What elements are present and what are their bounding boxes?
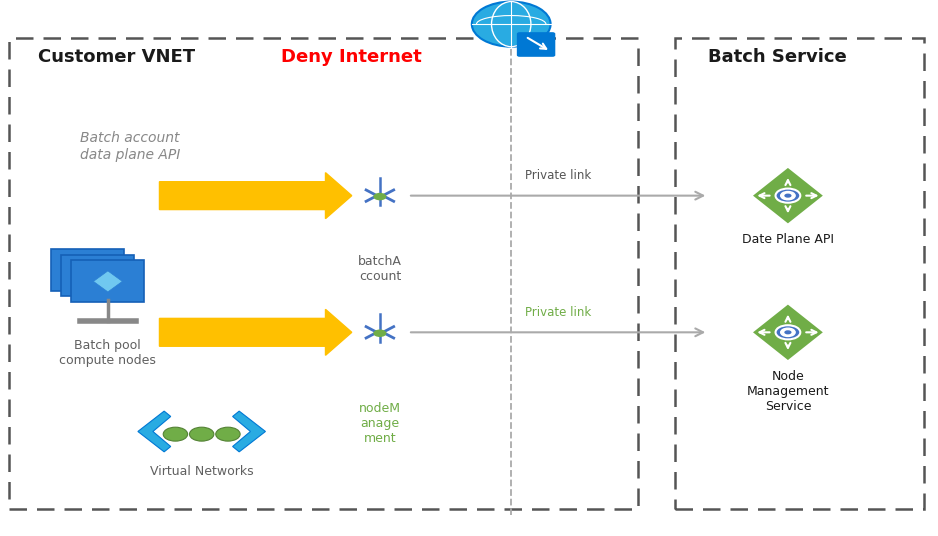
Polygon shape — [138, 411, 171, 452]
Text: Deny Internet: Deny Internet — [281, 48, 422, 66]
Circle shape — [189, 427, 214, 441]
Circle shape — [784, 193, 792, 198]
Polygon shape — [73, 259, 101, 280]
FancyBboxPatch shape — [71, 260, 144, 302]
FancyArrow shape — [159, 309, 352, 355]
Circle shape — [472, 2, 551, 47]
Text: Batch Service: Batch Service — [708, 48, 847, 66]
Text: Private link: Private link — [525, 169, 591, 182]
Circle shape — [163, 427, 188, 441]
Text: Customer VNET: Customer VNET — [38, 48, 195, 66]
Circle shape — [216, 427, 240, 441]
FancyBboxPatch shape — [517, 32, 555, 57]
FancyBboxPatch shape — [51, 249, 124, 291]
Circle shape — [776, 325, 800, 339]
Text: Private link: Private link — [525, 306, 591, 319]
FancyBboxPatch shape — [61, 255, 134, 296]
Polygon shape — [233, 411, 265, 452]
Circle shape — [373, 193, 386, 200]
Text: batchA
ccount: batchA ccount — [358, 255, 401, 282]
Polygon shape — [83, 265, 112, 286]
Text: Batch account
data plane API: Batch account data plane API — [80, 131, 180, 161]
Circle shape — [776, 189, 800, 203]
Text: Node
Management
Service: Node Management Service — [747, 370, 829, 413]
Text: Batch pool
compute nodes: Batch pool compute nodes — [59, 339, 157, 367]
Polygon shape — [94, 271, 122, 292]
Text: Virtual Networks: Virtual Networks — [150, 465, 253, 478]
Circle shape — [784, 330, 792, 334]
Polygon shape — [750, 303, 825, 362]
FancyArrow shape — [159, 173, 352, 219]
Text: nodeM
anage
ment: nodeM anage ment — [359, 402, 401, 445]
Text: Date Plane API: Date Plane API — [742, 233, 834, 246]
Circle shape — [373, 330, 386, 337]
Polygon shape — [750, 166, 825, 225]
Circle shape — [780, 328, 795, 337]
Circle shape — [780, 191, 795, 200]
